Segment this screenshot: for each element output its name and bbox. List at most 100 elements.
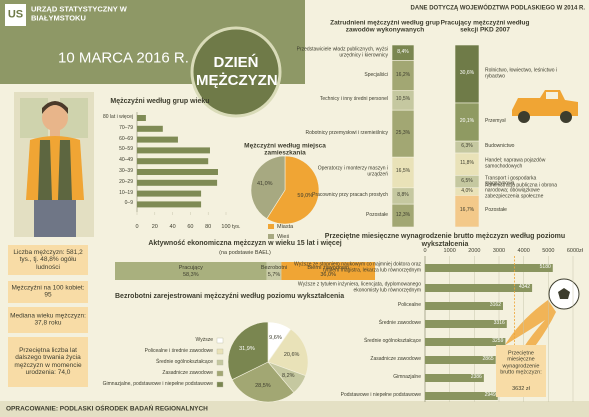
chart-title: Pracujący mężczyźni według sekcji PKD 20… [440,19,530,34]
value-label: 3259 [492,338,504,345]
main-title: DZIEŃ MĘŻCZYZN [196,54,278,89]
value-label: 2386 [470,374,482,381]
legend-swatch [216,370,224,377]
value-label: 59,0% [297,192,314,199]
bar [137,179,218,186]
value-label: 20,1% [459,118,475,125]
category-label: Budownictwo [485,143,515,150]
jeep-window [546,92,558,99]
pie-slice [250,155,286,220]
x-unit: zł [579,247,583,254]
data-note: DANE DOTYCZĄ WOJEWÓDZTWA PODLASKIEGO W 2… [410,5,585,12]
fact-box [8,337,88,387]
column-segment [454,102,480,142]
bar [137,158,209,165]
legend-label: Wieś [277,233,290,240]
category-label: Robotnicy przemysłowi i rzemieślnicy [305,129,388,136]
bar [425,284,533,292]
value-label: 25,3% [395,129,411,136]
title-circle [190,26,282,118]
category-label: Technicy i inny średni personel [319,96,388,103]
x-tick-label: 20 [151,223,158,230]
bar-segment [115,262,267,280]
bar-segment [281,262,375,280]
category-label: Policealne [397,302,421,309]
fact-text: Liczba mężczyzn: 581,2 tys., tj. 48,8% o… [13,248,83,271]
value-label: 8,8% [397,192,409,199]
bar [425,302,503,310]
legend-label: Średnie ogólnokształcące [156,358,213,365]
pie-slice [231,361,295,403]
fact-text: Mediana wieku mężczyzn: 37,8 roku [10,312,86,327]
flames [505,300,556,372]
fact-box [8,307,88,333]
value-label: 5180 [539,264,551,271]
bar [425,374,484,382]
value-label: 6,5% [461,177,473,184]
value-label: 9,6% [269,335,282,342]
legend-label: Miasta [277,223,294,230]
shirt [26,136,84,200]
value-label: 2865 [482,356,494,363]
value-label: 36,0% [320,271,336,278]
logo-box [5,4,26,26]
annotation-text: Przeciętne miesięczne wynagrodzenie brut… [500,350,542,376]
x-tick-label: 2000 [468,247,481,254]
bar [425,356,496,364]
bar [425,320,507,328]
bar [137,136,178,143]
category-label: Administracja publiczna i obrona narodow… [485,181,557,200]
bar [425,264,553,272]
category-label: Specjaliści [364,71,388,78]
value-label: 8,4% [397,48,409,55]
x-tick-label: 3000 [492,247,506,254]
category-label: Rolnictwo, łowiectwo, leśnictwo i rybact… [485,67,557,79]
man-illustration [14,92,94,237]
category-label: 30–39 [119,168,133,175]
legend-label: Zasadnicze zawodowe [162,369,213,376]
pie-slice [267,328,309,377]
bar-segment [266,262,282,280]
segment-label: Bierni zawodowo [307,264,349,271]
column-segment [454,44,480,104]
chart-title: Mężczyźni według miejsca zamieszkania [244,142,326,157]
category-label: Przemysł [485,118,506,125]
x-tick-label: 0 [135,223,139,230]
x-tick-label: 80 [205,223,212,230]
value-label: 3316 [493,320,505,327]
wheel [560,111,572,123]
footer: OPRACOWANIE: PODLASKI OŚRODEK BADAŃ REGI… [6,405,208,413]
category-label: Wyższe ze stopniem naukowym co najmniej … [294,261,421,273]
ball-patch [558,288,570,299]
bar [137,201,202,208]
value-label: 20,6% [283,351,300,358]
chart-subtitle: (na podstawie BAEL) [219,249,271,256]
legend-swatch [268,234,274,239]
category-label: 80 lat i więcej [102,114,133,121]
bar [425,392,498,400]
x-tick-label: 4000 [517,247,530,254]
legend-swatch [268,224,274,229]
legend-swatch [216,348,224,355]
org-name: URZĄD STATYSTYCZNY W BIAŁYMSTOKU [31,4,127,22]
value-label: 10,5% [395,96,411,103]
bar [137,147,210,154]
value-label: 58,3% [182,271,199,278]
footer-band [0,401,589,417]
logo: US [7,8,24,21]
fact-text: Przeciętna liczba lat dalszego trwania ż… [14,347,82,377]
legend-label: Gimnazjalne, podstawowe i niepełne podst… [102,380,213,387]
category-label: Średnie ogólnokształcące [364,338,421,345]
jeep-illustration [512,90,578,123]
wheel [518,111,530,123]
value-label: 4342 [518,284,531,291]
x-tick-label: 5000 [542,247,555,254]
value-label: 12,3% [395,211,411,218]
bar [137,190,202,197]
segment-label: Bezrobotni [260,264,288,271]
x-tick-label: 60 [187,223,194,230]
category-label: Średnie zawodowe [378,320,421,327]
category-label: 0–9 [124,200,133,207]
value-label: 16,5% [395,168,411,175]
x-tick-label: 6000 [566,247,580,254]
